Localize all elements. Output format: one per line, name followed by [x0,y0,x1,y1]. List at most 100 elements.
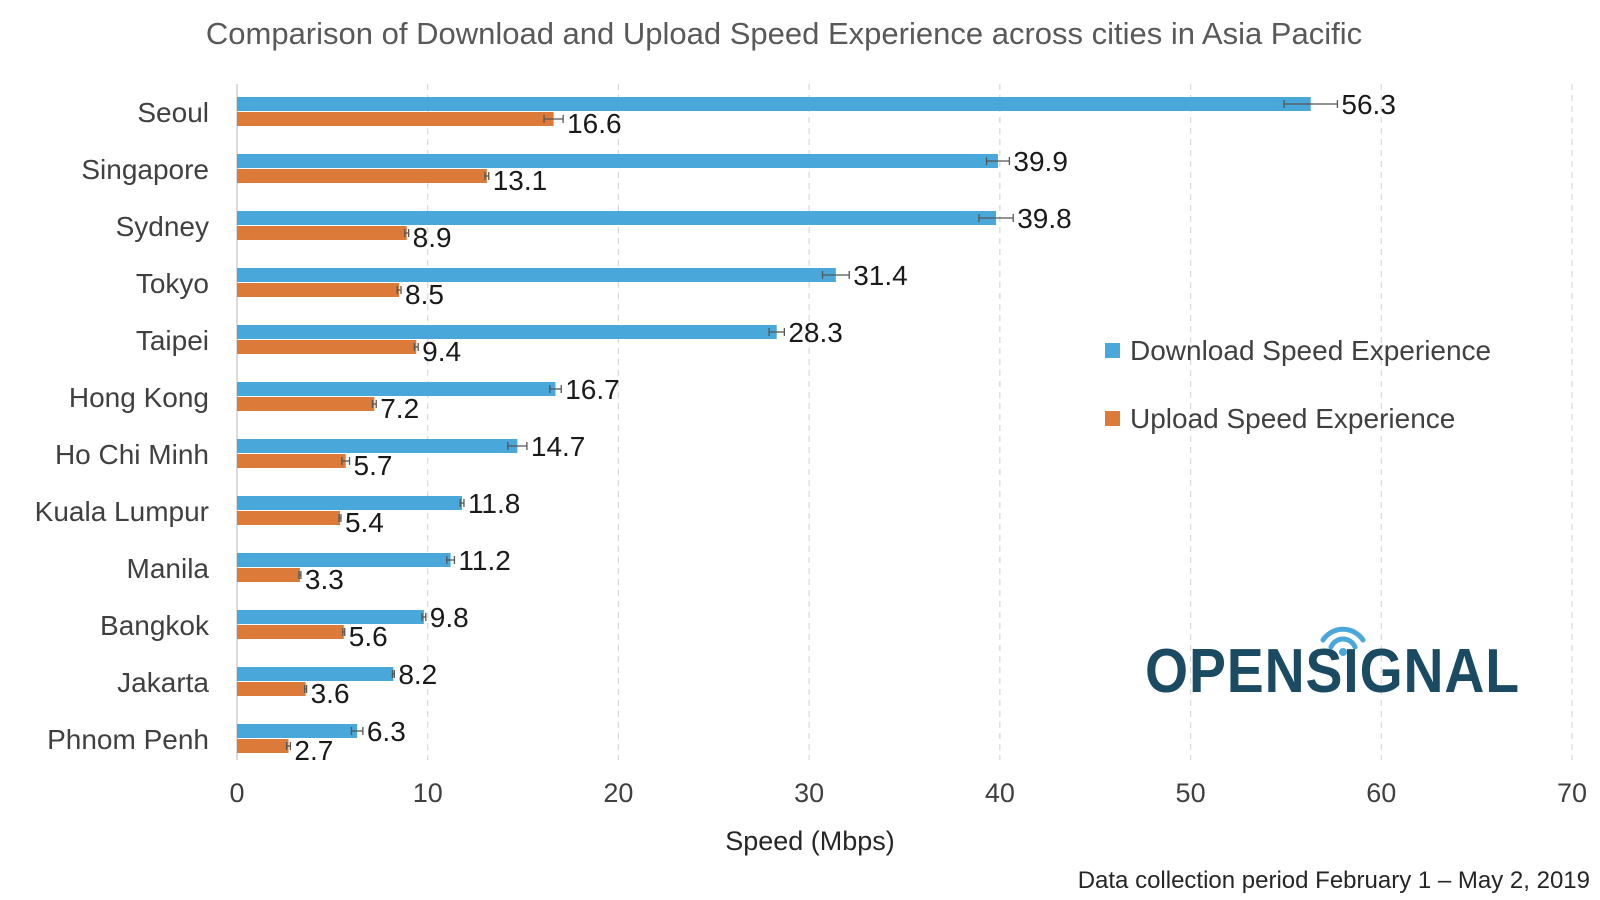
error-bar [413,343,419,351]
bar-upload[interactable] [237,112,554,126]
data-label-download: 56.3 [1341,89,1396,120]
bar-download[interactable] [237,382,556,396]
error-bar [446,556,456,564]
bars: 56.3 16.6 39.9 13.1 39.8 8.9 31.4 8.5 28.3 9.4 16.… [237,89,1396,766]
data-label-download: 8.2 [398,659,437,690]
category-label: Seoul [137,97,209,128]
data-label-download: 9.8 [430,602,469,633]
legend: Download Speed Experience Upload Speed E… [1105,335,1491,434]
bar-download[interactable] [237,211,997,225]
legend-label-upload: Upload Speed Experience [1130,403,1455,434]
x-tick-label: 0 [229,778,244,808]
error-bar [304,685,308,693]
data-label-upload: 9.4 [422,336,461,367]
x-tick-label: 50 [1176,778,1206,808]
error-bar [391,670,395,678]
bar-download[interactable] [237,610,424,624]
error-bar [285,742,292,750]
error-bar [484,172,490,180]
bar-upload[interactable] [237,511,340,525]
data-label-download: 31.4 [853,260,908,291]
category-label: Ho Chi Minh [55,439,209,470]
data-label-upload: 16.6 [567,108,622,139]
error-bar [1283,100,1339,108]
error-bar [350,727,364,735]
x-tick-label: 60 [1366,778,1396,808]
data-label-upload: 2.7 [294,735,333,766]
error-bar [371,400,377,408]
legend-item-download[interactable]: Download Speed Experience [1105,335,1491,366]
grid [427,84,1573,760]
x-axis-title: Speed (Mbps) [725,826,895,856]
footnote: Data collection period February 1 – May … [1078,867,1590,894]
bar-download[interactable] [237,667,394,681]
chart-title: Comparison of Download and Upload Speed … [206,16,1362,51]
data-label-upload: 3.3 [305,564,344,595]
category-label: Singapore [81,154,209,185]
legend-swatch-upload [1105,411,1120,426]
error-bar [404,229,410,237]
bar-upload[interactable] [237,340,417,354]
data-label-upload: 8.9 [413,222,452,253]
data-label-download: 6.3 [367,716,406,747]
bar-upload[interactable] [237,283,400,297]
x-tick-label: 40 [985,778,1015,808]
category-label: Kuala Lumpur [35,496,209,527]
bar-download[interactable] [237,325,777,339]
data-label-download: 14.7 [531,431,586,462]
bar-download[interactable] [237,439,518,453]
category-label: Bangkok [100,610,210,641]
error-bar [298,571,302,579]
bar-upload[interactable] [237,397,375,411]
category-labels: Seoul Singapore Sydney Tokyo Taipei Hong Kong… [35,97,210,755]
error-bar [507,442,528,450]
error-bar [396,286,402,294]
error-bar [821,271,850,279]
error-bar [342,628,346,636]
category-label: Tokyo [136,268,209,299]
data-label-upload: 7.2 [380,393,419,424]
data-label-upload: 5.6 [349,621,388,652]
category-label: Sydney [116,211,209,242]
x-tick-label: 20 [603,778,633,808]
bar-upload[interactable] [237,682,306,696]
data-label-upload: 8.5 [405,279,444,310]
logo-text: OPENSIGNAL [1145,637,1520,706]
error-bar [459,499,465,507]
legend-label-download: Download Speed Experience [1130,335,1491,366]
error-bar [341,457,351,465]
legend-swatch-download [1105,343,1120,358]
error-bar [768,328,785,336]
bar-download[interactable] [237,496,463,510]
error-bar [978,214,1014,222]
x-tick-label: 10 [413,778,443,808]
error-bar [338,514,342,522]
bar-download[interactable] [237,154,998,168]
bar-upload[interactable] [237,568,300,582]
x-tick-label: 70 [1557,778,1587,808]
bar-download[interactable] [237,268,836,282]
legend-item-upload[interactable]: Upload Speed Experience [1105,403,1455,434]
category-label: Hong Kong [69,382,209,413]
error-bar [985,157,1011,165]
bar-upload[interactable] [237,454,346,468]
error-bar [543,115,564,123]
category-label: Jakarta [117,667,209,698]
bar-download[interactable] [237,724,358,738]
error-bar [549,385,562,393]
bar-download[interactable] [237,97,1311,111]
error-bar [421,613,427,621]
bar-upload[interactable] [237,625,344,639]
data-label-upload: 5.4 [345,507,384,538]
bar-upload[interactable] [237,169,487,183]
signal-icon [1320,626,1366,656]
data-label-download: 11.2 [458,545,510,576]
data-label-download: 11.8 [468,488,520,519]
category-label: Manila [127,553,210,584]
bar-upload[interactable] [237,226,407,240]
data-label-download: 16.7 [565,374,620,405]
bar-upload[interactable] [237,739,289,753]
bar-download[interactable] [237,553,451,567]
x-tick-labels: 0 10 20 30 40 50 60 70 [229,778,1587,808]
